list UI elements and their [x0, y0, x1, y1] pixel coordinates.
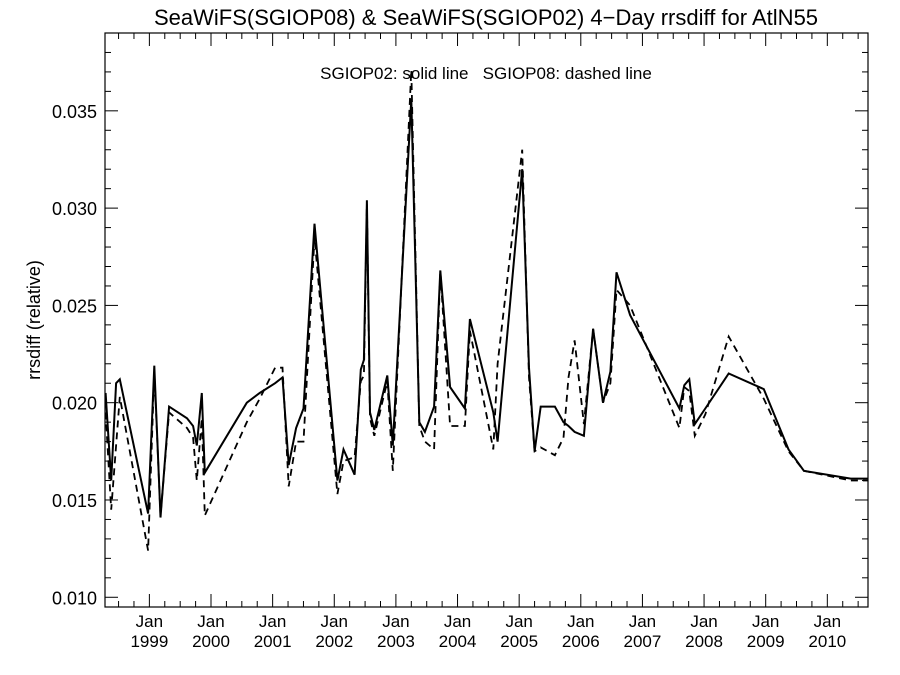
x-tick-month-label: Jan — [752, 612, 779, 631]
y-tick-label: 0.015 — [52, 491, 97, 511]
y-tick-label: 0.035 — [52, 102, 97, 122]
series-line-sgiop02 — [104, 99, 868, 518]
x-tick-month-label: Jan — [505, 612, 532, 631]
series-lines — [104, 69, 868, 551]
x-tick-year-label: 2008 — [685, 632, 723, 651]
chart-title: SeaWiFS(SGIOP08) & SeaWiFS(SGIOP02) 4−Da… — [154, 5, 818, 30]
x-tick-year-label: 2004 — [439, 632, 477, 651]
y-axis-label: rrsdiff (relative) — [24, 260, 44, 380]
x-tick-month-label: Jan — [197, 612, 224, 631]
x-tick-year-label: 2009 — [747, 632, 785, 651]
plot-area-frame — [104, 32, 869, 608]
x-tick-year-label: 2006 — [562, 632, 600, 651]
x-tick-year-label: 2002 — [315, 632, 353, 651]
x-tick-year-label: 1999 — [130, 632, 168, 651]
x-tick-year-label: 2010 — [808, 632, 846, 651]
y-tick-label: 0.020 — [52, 394, 97, 414]
y-tick-label: 0.030 — [52, 199, 97, 219]
x-tick-month-label: Jan — [259, 612, 286, 631]
x-tick-month-label: Jan — [629, 612, 656, 631]
x-tick-month-label: Jan — [690, 612, 717, 631]
x-tick-year-label: 2000 — [192, 632, 230, 651]
x-tick-month-label: Jan — [814, 612, 841, 631]
x-tick-month-label: Jan — [136, 612, 163, 631]
x-tick-year-label: 2001 — [254, 632, 292, 651]
x-tick-year-label: 2007 — [624, 632, 662, 651]
y-tick-label: 0.025 — [52, 296, 97, 316]
legend-annotation: SGIOP02: solid line SGIOP08: dashed line — [320, 64, 652, 83]
x-tick-year-label: 2003 — [377, 632, 415, 651]
axis-ticks: 0.0100.0150.0200.0250.0300.035Jan1999Jan… — [52, 32, 868, 651]
y-tick-label: 0.010 — [52, 588, 97, 608]
series-line-sgiop08 — [104, 69, 868, 551]
x-tick-month-label: Jan — [382, 612, 409, 631]
x-tick-month-label: Jan — [567, 612, 594, 631]
x-tick-year-label: 2005 — [500, 632, 538, 651]
x-tick-month-label: Jan — [321, 612, 348, 631]
x-tick-month-label: Jan — [444, 612, 471, 631]
